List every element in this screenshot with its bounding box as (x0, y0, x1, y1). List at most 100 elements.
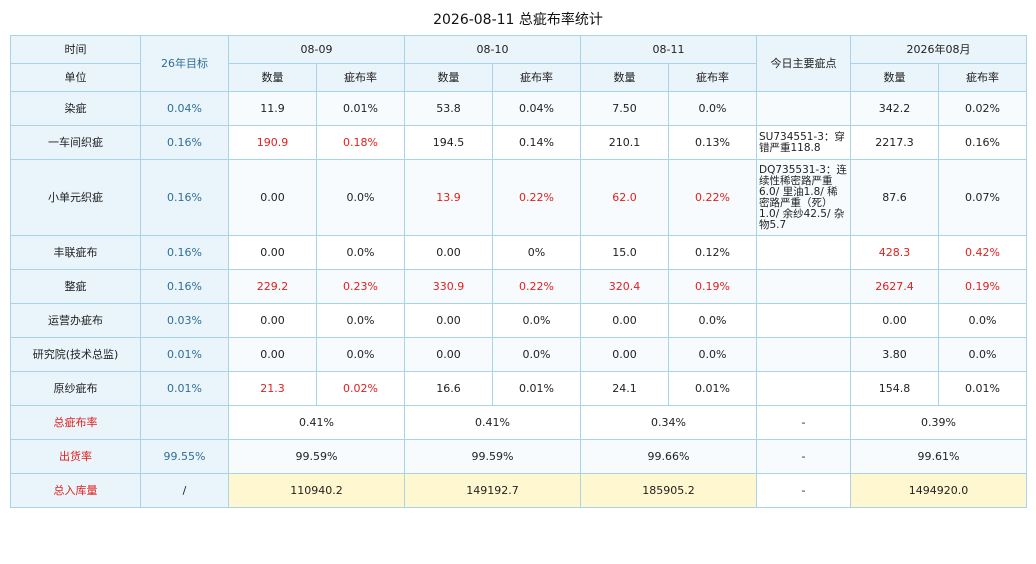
rate-cell: 0.01% (668, 371, 757, 406)
target-cell: 99.55% (140, 439, 229, 474)
defect-note-cell (756, 303, 851, 338)
rate-cell: 0.0% (668, 91, 757, 126)
qty-cell: 0.00 (228, 235, 317, 270)
ship-rate-cell: 99.59% (404, 439, 581, 474)
month-qty-cell: 0.00 (850, 303, 939, 338)
rate-cell: 0.02% (316, 371, 405, 406)
qty-cell: 210.1 (580, 125, 669, 160)
target-cell: 0.04% (140, 91, 229, 126)
qty-header: 数量 (850, 63, 939, 92)
qty-cell: 62.0 (580, 159, 669, 236)
row-label: 总疵布率 (10, 405, 141, 440)
target-cell: 0.16% (140, 235, 229, 270)
qty-cell: 0.00 (580, 337, 669, 372)
month-rate-cell: 0.02% (938, 91, 1027, 126)
row-label: 总入库量 (10, 473, 141, 508)
rate-cell: 0.14% (492, 125, 581, 160)
rate-cell: 0.0% (668, 303, 757, 338)
table-row: 研究院(技术总监) 0.01% 0.00 0.0% 0.00 0.0% 0.00… (10, 337, 1027, 372)
rate-cell: 0.18% (316, 125, 405, 160)
target-header: 26年目标 (140, 35, 229, 92)
date-header-2: 08-10 (404, 35, 581, 64)
rate-cell: 0.0% (316, 337, 405, 372)
rate-cell: 0.01% (492, 371, 581, 406)
qty-cell: 0.00 (404, 337, 493, 372)
rate-cell: 0.12% (668, 235, 757, 270)
rate-cell: 0.0% (492, 303, 581, 338)
month-rate-cell: 0.19% (938, 269, 1027, 304)
rate-cell: 0.0% (668, 337, 757, 372)
target-cell: 0.16% (140, 269, 229, 304)
defect-note-cell: DQ735531-3：连续性稀密路严重6.0/ 里油1.8/ 稀密路严重（死）1… (756, 159, 851, 236)
rate-cell: 0.23% (316, 269, 405, 304)
qty-cell: 190.9 (228, 125, 317, 160)
table-row: 一车间织疵 0.16% 190.9 0.18% 194.5 0.14% 210.… (10, 125, 1027, 160)
qty-cell: 0.00 (228, 303, 317, 338)
stock-in-cell: 110940.2 (228, 473, 405, 508)
qty-cell: 330.9 (404, 269, 493, 304)
qty-cell: 0.00 (228, 159, 317, 236)
main-defects-header: 今日主要疵点 (756, 35, 851, 92)
row-label: 一车间织疵 (10, 125, 141, 160)
row-label: 研究院(技术总监) (10, 337, 141, 372)
defect-rate-table: 时间 26年目标 08-09 08-10 08-11 今日主要疵点 2026年0… (10, 35, 1027, 508)
time-header: 时间 (10, 35, 141, 64)
rate-header: 疵布率 (938, 63, 1027, 92)
report-title: 2026-08-11 总疵布率统计 (433, 12, 603, 28)
defect-note-cell: - (756, 473, 851, 508)
table-row: 运营办疵布 0.03% 0.00 0.0% 0.00 0.0% 0.00 0.0… (10, 303, 1027, 338)
qty-cell: 0.00 (228, 337, 317, 372)
date-header-3: 08-11 (580, 35, 757, 64)
month-rate-cell: 0.0% (938, 337, 1027, 372)
month-rate-cell: 0.16% (938, 125, 1027, 160)
qty-header: 数量 (580, 63, 669, 92)
defect-note-cell (756, 269, 851, 304)
rate-cell: 0.0% (316, 159, 405, 236)
rate-cell: 0.13% (668, 125, 757, 160)
stock-in-row: 总入库量 / 110940.2 149192.7 185905.2 - 1494… (10, 473, 1027, 508)
qty-cell: 13.9 (404, 159, 493, 236)
ship-rate-cell: 99.59% (228, 439, 405, 474)
target-cell: 0.01% (140, 371, 229, 406)
total-rate-cell: 0.34% (580, 405, 757, 440)
month-qty-cell: 342.2 (850, 91, 939, 126)
qty-cell: 229.2 (228, 269, 317, 304)
qty-cell: 0.00 (580, 303, 669, 338)
rate-cell: 0.19% (668, 269, 757, 304)
table-row: 原纱疵布 0.01% 21.3 0.02% 16.6 0.01% 24.1 0.… (10, 371, 1027, 406)
month-qty-cell: 2627.4 (850, 269, 939, 304)
row-label: 染疵 (10, 91, 141, 126)
qty-cell: 0.00 (404, 303, 493, 338)
rate-cell: 0.04% (492, 91, 581, 126)
row-label: 小单元织疵 (10, 159, 141, 236)
table-row: 小单元织疵 0.16% 0.00 0.0% 13.9 0.22% 62.0 0.… (10, 159, 1027, 236)
qty-header: 数量 (228, 63, 317, 92)
row-label: 出货率 (10, 439, 141, 474)
rate-cell: 0.22% (668, 159, 757, 236)
rate-header: 疵布率 (316, 63, 405, 92)
month-rate-cell: 0.07% (938, 159, 1027, 236)
ship-rate-row: 出货率 99.55% 99.59% 99.59% 99.66% - 99.61% (10, 439, 1027, 474)
month-qty-cell: 3.80 (850, 337, 939, 372)
month-qty-cell: 87.6 (850, 159, 939, 236)
target-cell: 0.16% (140, 159, 229, 236)
rate-cell: 0.0% (492, 337, 581, 372)
defect-note-cell: - (756, 439, 851, 474)
row-label: 原纱疵布 (10, 371, 141, 406)
qty-cell: 320.4 (580, 269, 669, 304)
row-label: 丰联疵布 (10, 235, 141, 270)
target-cell: / (140, 473, 229, 508)
total-rate-cell: 0.41% (228, 405, 405, 440)
month-qty-cell: 154.8 (850, 371, 939, 406)
qty-cell: 16.6 (404, 371, 493, 406)
month-qty-cell: 2217.3 (850, 125, 939, 160)
defect-note-cell: SU734551-3：穿错严重118.8 (756, 125, 851, 160)
month-rate-cell: 0.01% (938, 371, 1027, 406)
month-ship-rate-cell: 99.61% (850, 439, 1027, 474)
month-stock-in-cell: 1494920.0 (850, 473, 1027, 508)
target-cell: 0.16% (140, 125, 229, 160)
row-label: 运营办疵布 (10, 303, 141, 338)
qty-cell: 24.1 (580, 371, 669, 406)
qty-cell: 11.9 (228, 91, 317, 126)
rate-cell: 0.0% (316, 235, 405, 270)
